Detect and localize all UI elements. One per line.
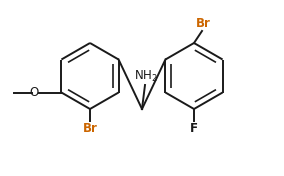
Text: NH$_2$: NH$_2$ bbox=[134, 69, 158, 84]
Text: O: O bbox=[29, 86, 38, 99]
Text: Br: Br bbox=[196, 17, 210, 30]
Text: F: F bbox=[190, 122, 198, 135]
Text: Br: Br bbox=[83, 122, 97, 135]
